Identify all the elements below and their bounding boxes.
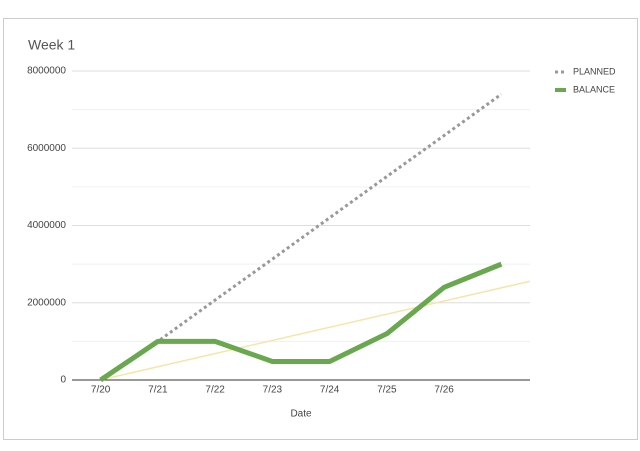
legend-label: BALANCE xyxy=(573,84,615,94)
legend-label: PLANNED xyxy=(573,66,616,76)
y-tick-label: 0 xyxy=(60,375,66,386)
y-tick-label: 4000000 xyxy=(27,220,66,231)
series-line xyxy=(99,92,503,382)
trendline xyxy=(100,280,531,381)
x-tick-label: 7/23 xyxy=(263,385,283,396)
chart-title: Week 1 xyxy=(28,37,75,53)
x-tick-label: 7/21 xyxy=(148,385,168,396)
x-axis-title: Date xyxy=(290,409,312,420)
y-tick-label: 8000000 xyxy=(27,66,66,77)
x-tick-label: 7/24 xyxy=(320,385,340,396)
x-tick-label: 7/26 xyxy=(434,385,454,396)
x-tick-label: 7/22 xyxy=(205,385,225,396)
x-tick-label: 7/20 xyxy=(91,385,111,396)
y-tick-label: 6000000 xyxy=(27,143,66,154)
x-tick-label: 7/25 xyxy=(377,385,397,396)
chart-frame xyxy=(3,18,638,440)
y-tick-label: 2000000 xyxy=(27,297,66,308)
series-line xyxy=(99,261,503,383)
